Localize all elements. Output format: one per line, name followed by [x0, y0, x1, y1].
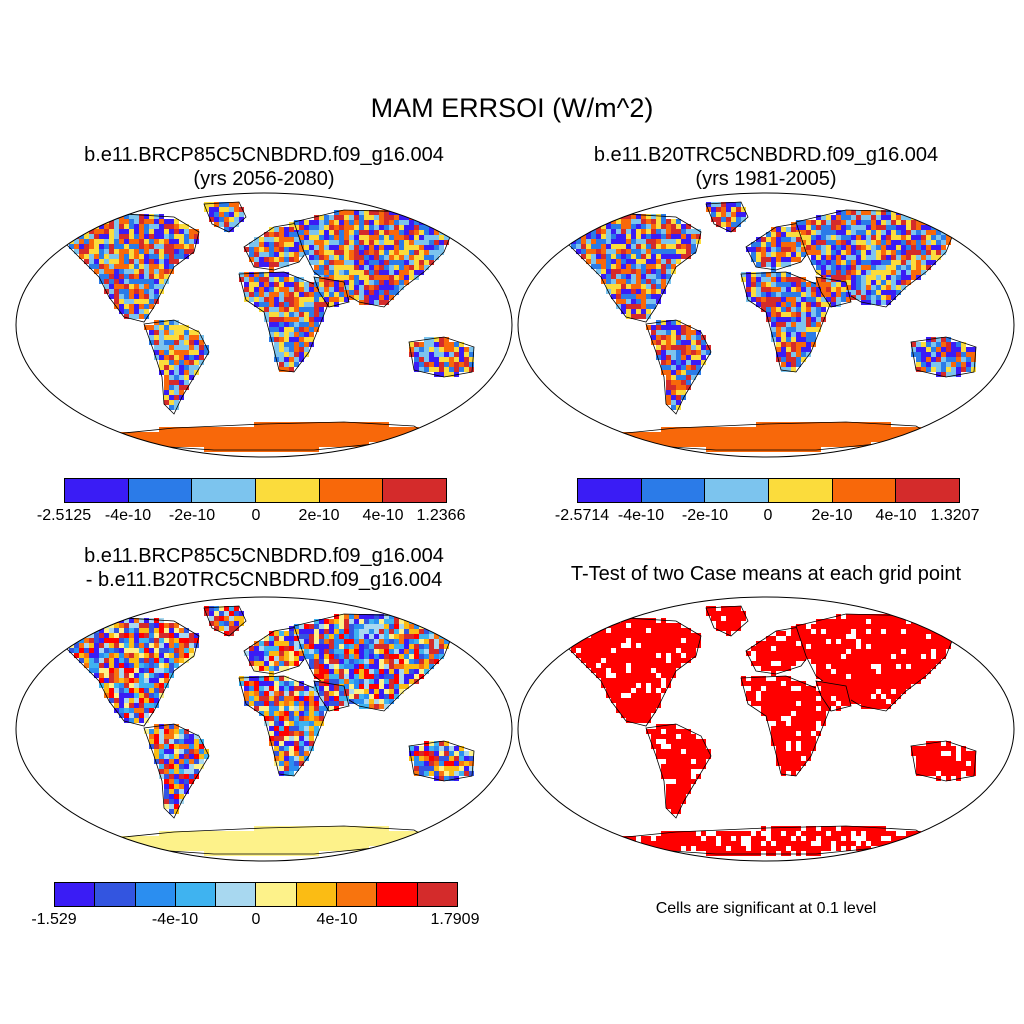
colorbar-swatch: [578, 479, 642, 502]
colorbar-panel2-label: 2e-10: [811, 507, 853, 524]
landmass-north-america: [53, 617, 200, 727]
colorbar-panel3-label: -4e-10: [151, 911, 199, 928]
landmass-africa: [238, 675, 330, 777]
landmass-south-america: [645, 723, 712, 819]
colorbar-swatch: [216, 883, 257, 906]
landmass-south-america: [143, 723, 210, 819]
colorbar-swatch: [377, 883, 418, 906]
landmass-south-america: [143, 319, 210, 415]
colorbar-swatch: [65, 479, 129, 502]
landmass-antarctica: [113, 825, 436, 856]
colorbar-panel1-label: -2e-10: [168, 507, 216, 524]
map-panel4: [517, 596, 1015, 862]
colorbar-panel3-label: -1.529: [31, 911, 77, 928]
colorbar-swatch: [192, 479, 257, 502]
landmass-africa: [740, 271, 832, 373]
panel2-title-line2: (yrs 1981-2005): [695, 168, 837, 190]
landmass-arabia: [313, 276, 350, 308]
landmass-australia: [408, 740, 475, 782]
landmass-south-america: [645, 319, 712, 415]
panel3-title: b.e11.BRCP85C5CNBDRD.f09_g16.004 - b.e11…: [14, 544, 514, 592]
colorbar-swatch: [383, 479, 447, 502]
colorbar-swatch: [769, 479, 833, 502]
map-panel1: [15, 192, 513, 458]
colorbar-swatch: [705, 479, 770, 502]
landmass-antarctica: [113, 421, 436, 452]
colorbar-swatch: [175, 883, 217, 906]
landmass-antarctica: [615, 825, 938, 856]
colorbar-panel2-label: 1.3207: [930, 507, 980, 524]
panel4-title-line1: T-Test of two Case means at each grid po…: [570, 563, 962, 585]
colorbar-panel2-label: 4e-10: [875, 507, 917, 524]
map-boundary: [15, 596, 513, 862]
map-boundary: [15, 192, 513, 458]
landmass-greenland: [705, 605, 749, 637]
colorbar-swatch: [896, 479, 960, 502]
colorbar-panel3: [54, 882, 458, 907]
landmass-antarctica: [615, 421, 938, 452]
landmass-arabia: [815, 276, 852, 308]
colorbar-swatch: [256, 883, 297, 906]
landmass-greenland: [705, 201, 749, 233]
landmass-north-america: [555, 617, 702, 727]
landmass-australia: [408, 336, 475, 378]
colorbar-swatch: [128, 479, 193, 502]
colorbar-panel1-label: 1.2366: [416, 507, 466, 524]
colorbar-swatch: [296, 883, 338, 906]
landmass-greenland: [203, 201, 247, 233]
colorbar-panel3-label: 0: [251, 911, 261, 928]
landmass-asia: [293, 209, 455, 308]
colorbar-swatch: [55, 883, 96, 906]
colorbar-swatch: [832, 479, 897, 502]
landmass-asia: [795, 613, 957, 712]
colorbar-panel1: [64, 478, 447, 503]
colorbar-panel3-label: 4e-10: [316, 911, 358, 928]
map-panel2: [517, 192, 1015, 458]
colorbar-panel2: [577, 478, 960, 503]
landmass-australia: [910, 336, 977, 378]
colorbar-swatch: [319, 479, 384, 502]
landmass-greenland: [203, 605, 247, 637]
colorbar-panel2-label: -4e-10: [617, 507, 665, 524]
panel3-title-line2: - b.e11.B20TRC5CNBDRD.f09_g16.004: [85, 569, 443, 591]
colorbar-panel2-label: -2e-10: [681, 507, 729, 524]
colorbar-panel1-label: -2.5125: [36, 507, 92, 524]
colorbar-panel1-label: 0: [251, 507, 261, 524]
panel2-title: b.e11.B20TRC5CNBDRD.f09_g16.004 (yrs 198…: [516, 143, 1016, 191]
colorbar-panel3-label: 1.7909: [430, 911, 480, 928]
landmass-north-america: [53, 213, 200, 323]
landmass-arabia: [313, 680, 350, 712]
panel2-title-line1: b.e11.B20TRC5CNBDRD.f09_g16.004: [593, 144, 939, 166]
landmass-north-america: [555, 213, 702, 323]
panel3-title-line1: b.e11.BRCP85C5CNBDRD.f09_g16.004: [84, 545, 444, 567]
colorbar-swatch: [417, 883, 457, 906]
colorbar-panel1-label: 2e-10: [298, 507, 340, 524]
panel1-title-line1: b.e11.BRCP85C5CNBDRD.f09_g16.004: [84, 144, 444, 166]
panel1-title-line2: (yrs 2056-2080): [193, 168, 335, 190]
map-boundary: [517, 192, 1015, 458]
panel1-title: b.e11.BRCP85C5CNBDRD.f09_g16.004 (yrs 20…: [14, 143, 514, 191]
colorbar-swatch: [256, 479, 320, 502]
colorbar-panel1-label: -4e-10: [104, 507, 152, 524]
colorbar-swatch: [135, 883, 176, 906]
landmass-arabia: [815, 680, 852, 712]
landmass-africa: [740, 675, 832, 777]
colorbar-swatch: [641, 479, 706, 502]
colorbar-swatch: [95, 883, 136, 906]
panel4-title: T-Test of two Case means at each grid po…: [516, 562, 1016, 586]
colorbar-panel2-label: -2.5714: [554, 507, 610, 524]
colorbar-panel2-label: 0: [763, 507, 773, 524]
main-title: MAM ERRSOI (W/m^2): [370, 93, 654, 123]
map-panel3: [15, 596, 513, 862]
landmass-australia: [910, 740, 977, 782]
significance-note: Cells are significant at 0.1 level: [655, 900, 877, 917]
colorbar-panel1-label: 4e-10: [362, 507, 404, 524]
map-boundary: [517, 596, 1015, 862]
colorbar-swatch: [337, 883, 378, 906]
